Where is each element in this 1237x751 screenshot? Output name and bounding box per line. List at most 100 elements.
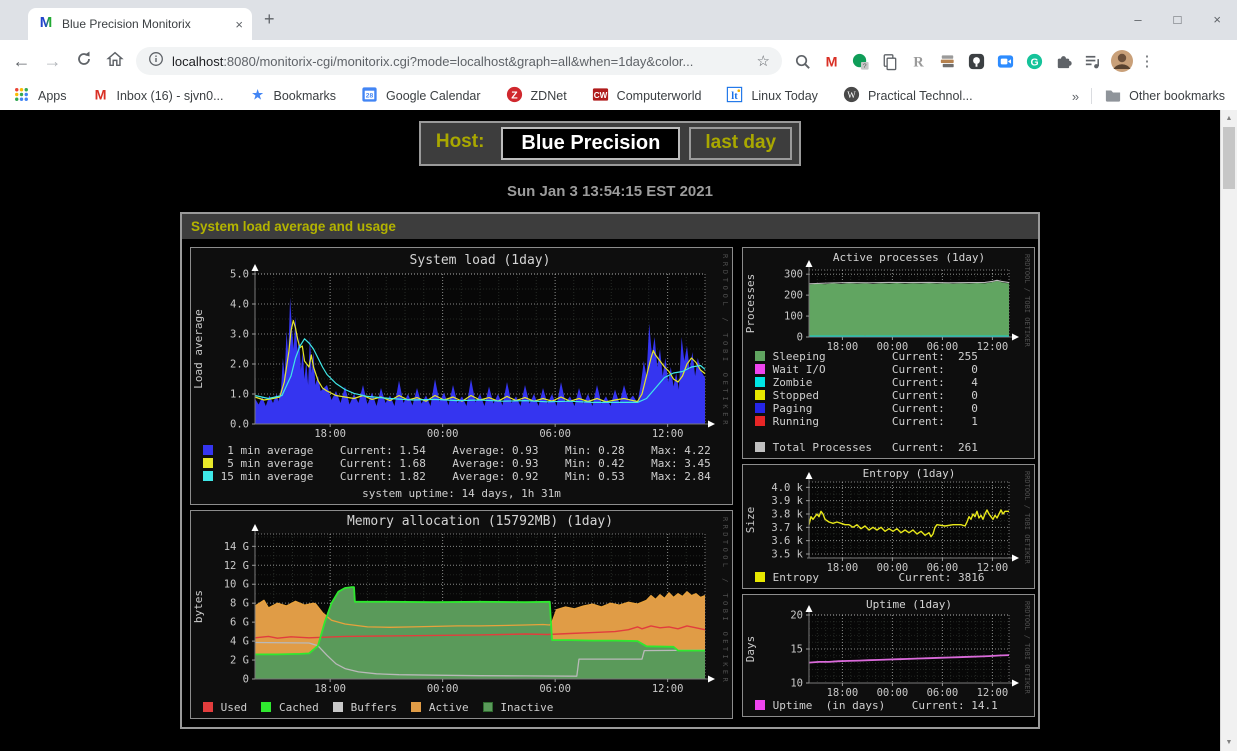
gword-extension-icon[interactable]: G	[1020, 52, 1049, 71]
svg-text:Size: Size	[744, 507, 757, 534]
chart-image-memory-allocation: 0 2 G 4 G 6 G 8 G 10 G 12 G 14 G 18:00 00:00 06:00…	[192, 514, 729, 695]
svg-text:20: 20	[790, 610, 803, 622]
playlist-extension-icon[interactable]	[1078, 52, 1107, 71]
home-button[interactable]	[99, 50, 130, 73]
charts-grid: 0.0 1.0 2.0 3.0 4.0 5.0 18:00 00:00 06:00 12:00 Sy…	[182, 239, 1038, 727]
svg-text:12 G: 12 G	[224, 560, 249, 572]
chart-system-load[interactable]: 0.0 1.0 2.0 3.0 4.0 5.0 18:00 00:00 06:00 12:00 Sy…	[190, 247, 733, 505]
scroll-down-arrow-icon[interactable]: ▼	[1225, 739, 1233, 746]
legend-text: Uptime (in days) Current: 14.1	[766, 699, 998, 712]
legend-swatch	[755, 351, 765, 361]
report-datetime: Sun Jan 3 13:54:15 EST 2021	[507, 183, 713, 200]
close-button[interactable]: ×	[1213, 11, 1221, 27]
svg-text:4.0 k: 4.0 k	[771, 482, 803, 494]
books-extension-icon[interactable]	[933, 52, 962, 71]
legend-text: Sleeping Current: 255	[766, 350, 978, 363]
chart-active-processes[interactable]: 0 100 200 300 18:00 00:00 06:00 12:00 Active pro…	[742, 247, 1035, 459]
svg-text:Uptime (1day): Uptime (1day)	[866, 598, 952, 611]
svg-text:M: M	[94, 87, 106, 103]
svg-text:0: 0	[243, 674, 249, 686]
legend-row: system uptime: 14 days, 1h 31m	[191, 487, 732, 500]
browser-tab[interactable]: M Blue Precision Monitorix ×	[28, 8, 252, 40]
puzzle-extension-icon[interactable]	[1049, 52, 1078, 71]
legend-row: Wait I/O Current: 0	[754, 363, 1034, 376]
svg-text:6 G: 6 G	[230, 617, 249, 629]
bookmark-item[interactable]: Z ZDNet	[505, 85, 567, 107]
time-range-label: last day	[689, 127, 793, 160]
bookmark-item[interactable]: lt Linux Today	[725, 85, 818, 107]
svg-text:28: 28	[366, 92, 374, 99]
svg-text:R: R	[913, 54, 924, 70]
svg-text:06:00: 06:00	[927, 341, 959, 350]
legend-swatch	[755, 416, 765, 426]
svg-text:1.0: 1.0	[230, 389, 249, 401]
gmail-extension-icon[interactable]: M	[817, 52, 846, 71]
host-selector-bar: Host: Blue Precision last day	[418, 121, 802, 166]
legend-row: Uptime (in days) Current: 14.1	[754, 699, 1034, 712]
legend-row: Running Current: 1	[754, 415, 1034, 428]
rrdtool-watermark: RRDTOOL / TOBI OETIKER	[721, 517, 729, 685]
bookmark-item[interactable]: Apps	[12, 85, 67, 107]
reload-button[interactable]	[68, 50, 99, 73]
cam-extension-icon[interactable]	[991, 52, 1020, 71]
rword-extension-icon[interactable]: R	[904, 52, 933, 71]
legend-swatch	[203, 471, 213, 481]
legend-row: 5 min average Current: 1.68 Average: 0.9…	[202, 457, 732, 470]
monitorix-page: Host: Blue Precision last day Sun Jan 3 …	[0, 110, 1220, 751]
bookmark-star-icon[interactable]: ☆	[756, 53, 770, 70]
legend-text: 15 min average Current: 1.82 Average: 0.…	[214, 470, 711, 483]
bookmarks-overflow-button[interactable]: »	[1071, 88, 1080, 104]
legend-text: Buffers	[343, 701, 411, 714]
other-bookmarks-button[interactable]: Other bookmarks	[1104, 87, 1225, 106]
scroll-up-arrow-icon[interactable]: ▲	[1225, 115, 1233, 122]
url-bar[interactable]: localhost:8080/monitorix-cgi/monitorix.c…	[136, 47, 782, 75]
copy-extension-icon[interactable]	[875, 52, 904, 71]
legend-text	[754, 428, 761, 441]
url-text[interactable]: localhost:8080/monitorix-cgi/monitorix.c…	[172, 54, 751, 69]
legend-row: Entropy Current: 3816	[754, 571, 1034, 584]
charts-column-right: 0 100 200 300 18:00 00:00 06:00 12:00 Active pro…	[742, 247, 1035, 717]
legend-swatch	[482, 702, 493, 712]
profile-avatar[interactable]	[1107, 49, 1136, 73]
charts-column-left: 0.0 1.0 2.0 3.0 4.0 5.0 18:00 00:00 06:00 12:00 Sy…	[190, 247, 733, 719]
chart-legend-system-load: 1 min average Current: 1.54 Average: 0.9…	[202, 444, 732, 500]
svg-text:Memory allocation (15792MB) (: Memory allocation (15792MB) (1day)	[347, 514, 613, 529]
scrollbar-thumb[interactable]	[1223, 127, 1235, 189]
rrdtool-watermark: RRDTOOL / TOBI OETIKER	[1023, 601, 1031, 695]
tab-close-icon[interactable]: ×	[235, 16, 243, 32]
maximize-button[interactable]: □	[1173, 11, 1182, 27]
bookmark-item[interactable]: 28 Google Calendar	[360, 85, 481, 107]
chart-memory-allocation[interactable]: 0 2 G 4 G 6 G 8 G 10 G 12 G 14 G 18:00 00:00 06:00…	[190, 510, 733, 719]
back-button[interactable]: ←	[12, 50, 31, 71]
bookmark-item[interactable]: W Practical Technol...	[842, 85, 973, 107]
bookmark-label: Inbox (16) - sjvn0...	[116, 89, 224, 103]
chart-uptime[interactable]: 10 15 20 18:00 00:00 06:00 12:00 Uptime (1day) D…	[742, 594, 1035, 717]
legend-text: Total Processes Current: 261	[766, 441, 978, 454]
bookmark-item[interactable]: M Inbox (16) - sjvn0...	[91, 85, 224, 107]
page-scrollbar[interactable]: ▲ ▼	[1220, 110, 1237, 751]
chart-image-active-processes: 0 100 200 300 18:00 00:00 06:00 12:00 Active pro…	[744, 251, 1031, 350]
chart-legend-active-processes: Sleeping Current: 255 Wait I/O Current: …	[754, 350, 1034, 454]
svg-text:100: 100	[784, 311, 803, 323]
legend-row: Total Processes Current: 261	[754, 441, 1034, 454]
legend-row: 1 min average Current: 1.54 Average: 0.9…	[202, 444, 732, 457]
bookmark-item[interactable]: CW Computerworld	[591, 85, 701, 107]
bulb-extension-icon[interactable]	[962, 52, 991, 71]
favicon-monitorix-icon: M	[38, 14, 54, 35]
minimize-button[interactable]: –	[1134, 11, 1142, 27]
search-icon[interactable]	[788, 52, 817, 71]
voice-extension-icon[interactable]: ?	[846, 52, 875, 71]
chart-entropy[interactable]: 3.5 k 3.6 k 3.7 k 3.8 k 3.9 k 4.0 k 18:00 00:00…	[742, 464, 1035, 589]
bookmark-item[interactable]: ★ Bookmarks	[248, 85, 336, 107]
svg-text:Active processes (1day): Active processes (1day)	[833, 251, 985, 264]
legend-swatch	[203, 458, 213, 468]
page-info-icon[interactable]	[148, 51, 164, 72]
svg-text:Processes: Processes	[744, 274, 757, 334]
legend-text: Zombie Current: 4	[766, 376, 978, 389]
svg-text:06:00: 06:00	[927, 687, 959, 699]
new-tab-button[interactable]: +	[264, 9, 275, 29]
forward-button[interactable]: →	[43, 50, 62, 71]
svg-text:3.8 k: 3.8 k	[771, 509, 803, 521]
svg-text:bytes: bytes	[192, 590, 205, 623]
browser-menu-button[interactable]: ⋮	[1139, 53, 1155, 70]
